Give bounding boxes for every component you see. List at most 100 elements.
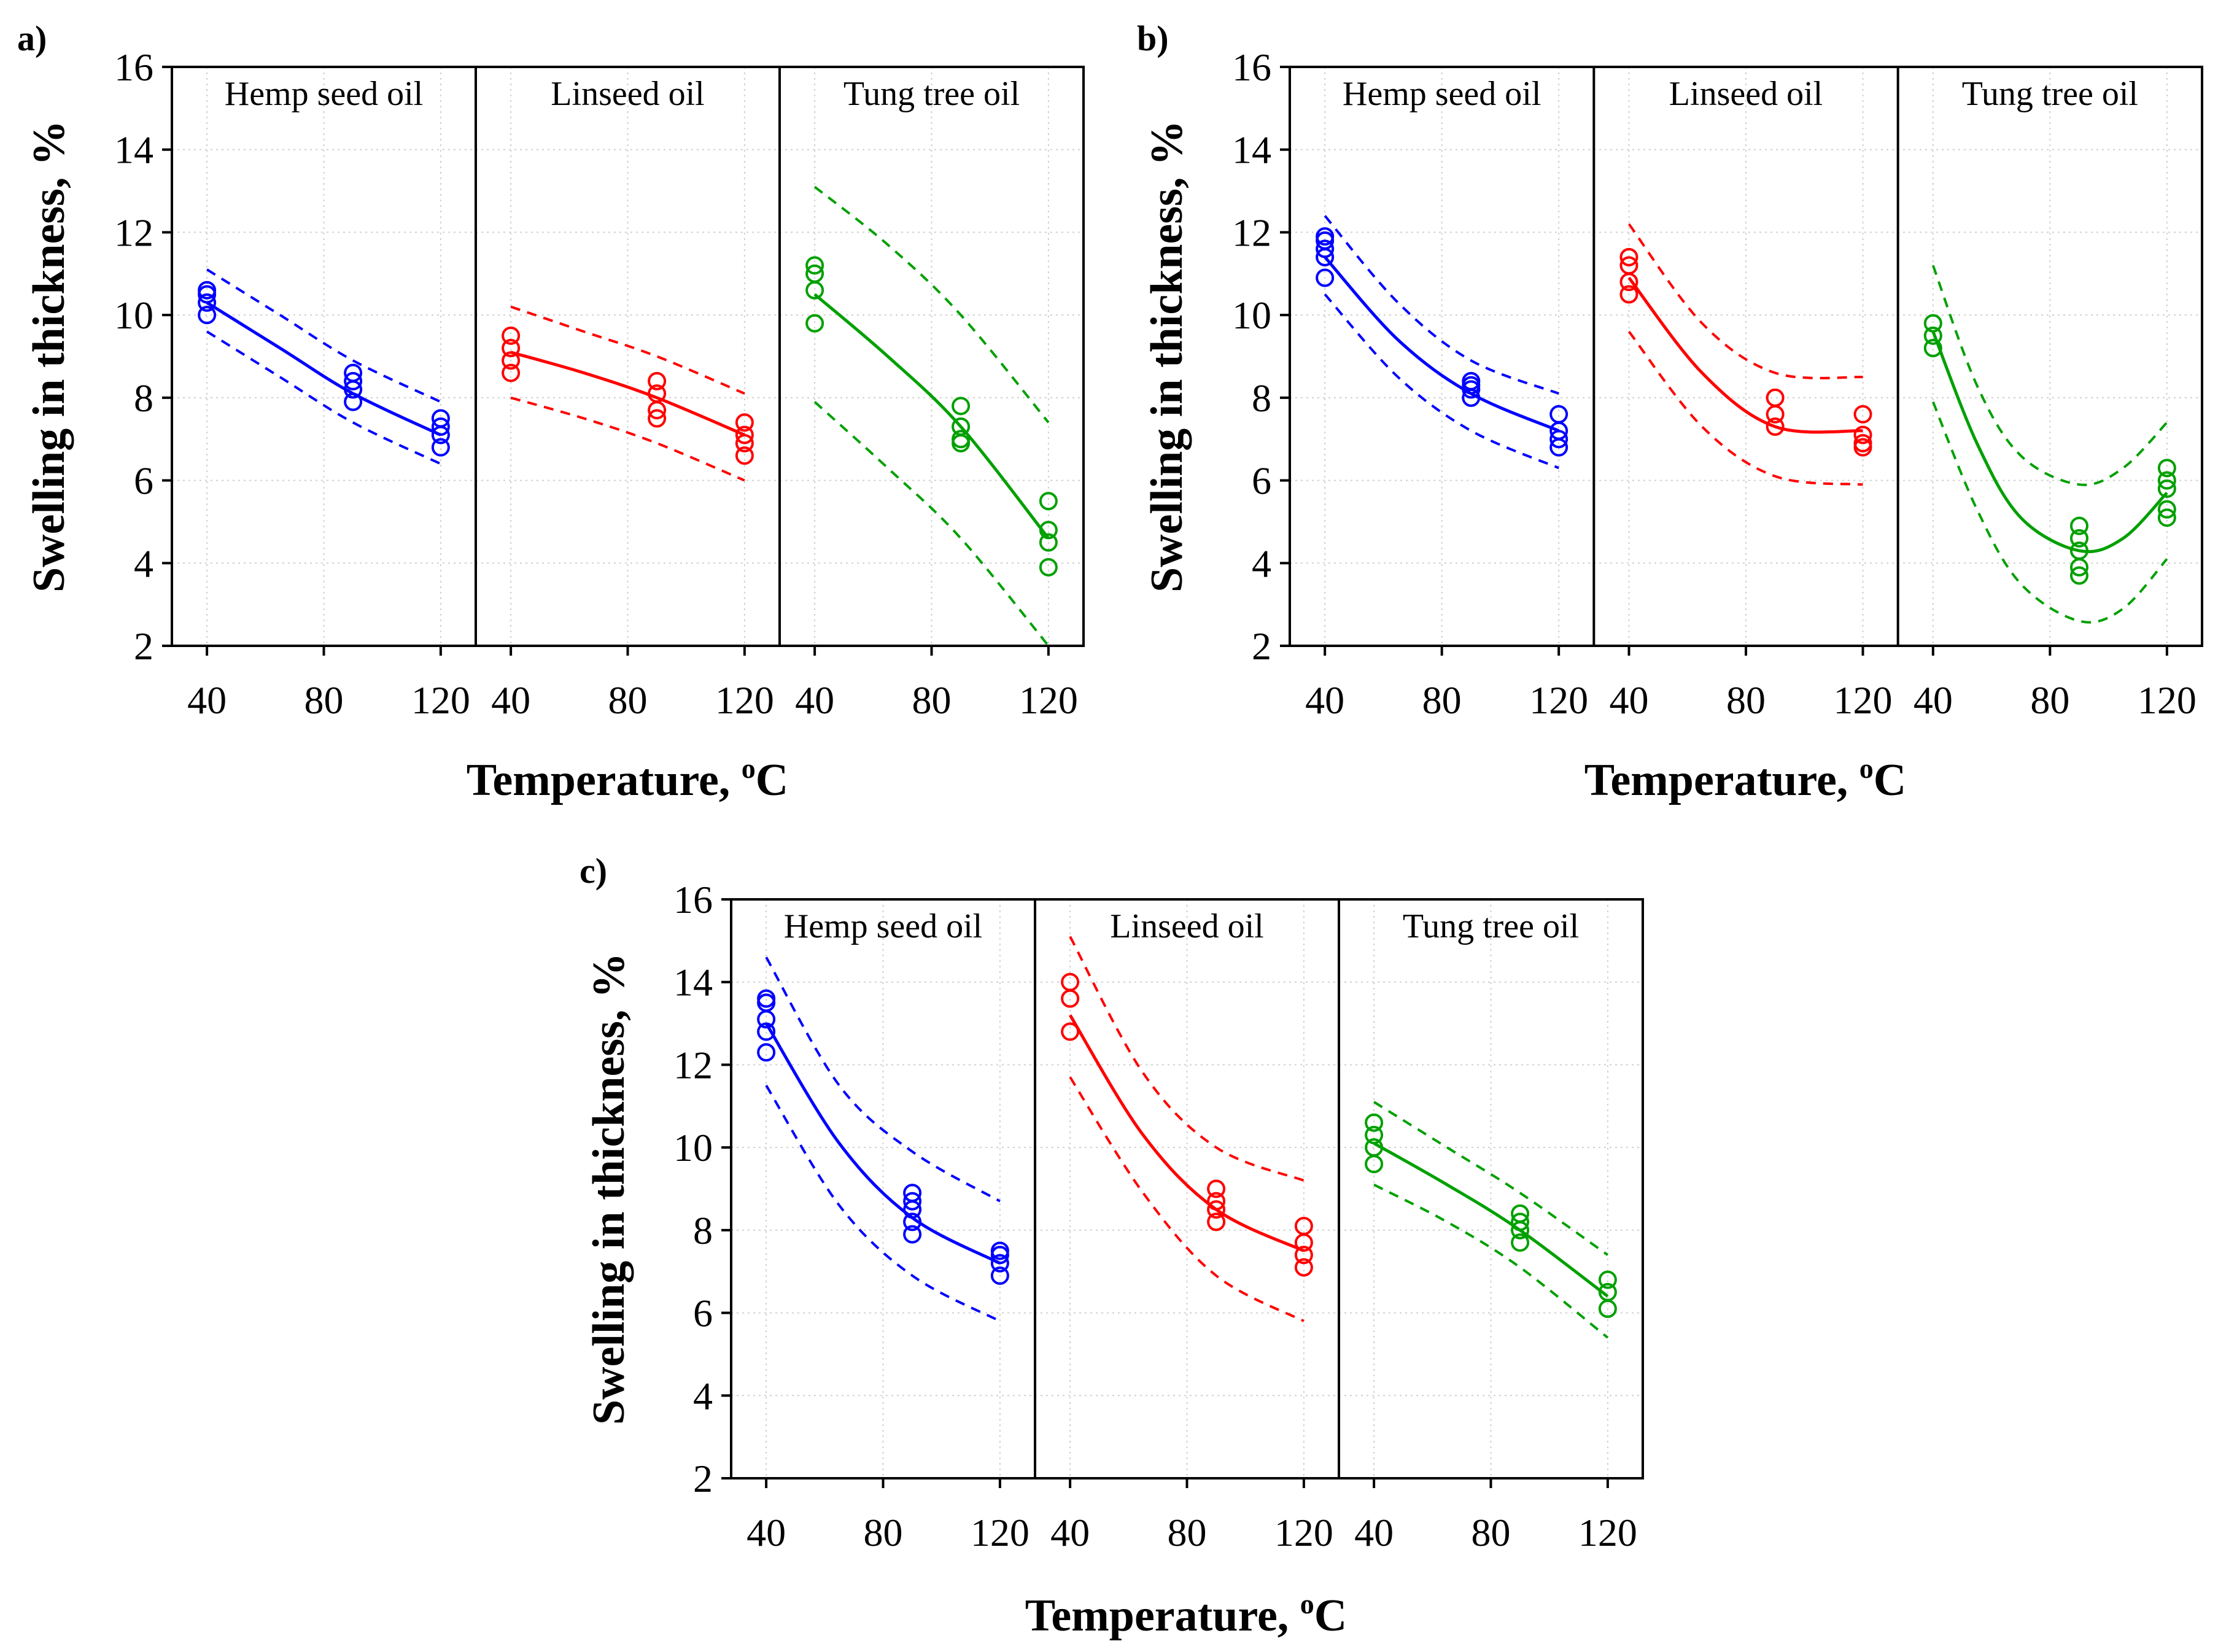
data-point bbox=[805, 256, 824, 275]
data-point bbox=[1549, 405, 1568, 424]
data-point bbox=[2157, 479, 2176, 498]
confidence-band-upper bbox=[206, 268, 441, 403]
data-point bbox=[1549, 430, 1568, 449]
facet-title: Linseed oil bbox=[1669, 75, 1823, 113]
data-point bbox=[1766, 417, 1785, 436]
x-tick-label: 80 bbox=[1726, 678, 1766, 722]
facet-tung-tree-oil: Tung tree oil 40 80 120 bbox=[1914, 75, 2197, 722]
fit-line bbox=[764, 1022, 1001, 1265]
data-point bbox=[1619, 247, 1638, 266]
x-tick-label: 40 bbox=[1609, 678, 1648, 722]
facet-title: Tung tree oil bbox=[1962, 75, 2138, 113]
data-point bbox=[1511, 1220, 1530, 1239]
y-axis-title: Swelling in thickness, % bbox=[24, 120, 74, 592]
data-point bbox=[735, 413, 754, 432]
data-point bbox=[952, 433, 971, 452]
data-point bbox=[1549, 438, 1568, 457]
data-point bbox=[1316, 239, 1335, 258]
data-point bbox=[1766, 405, 1785, 424]
facet-hemp-seed-oil: Hemp seed oil 40 80 120 bbox=[746, 907, 1030, 1554]
facet-title: Hemp seed oil bbox=[225, 75, 423, 113]
data-point bbox=[344, 371, 363, 390]
data-point bbox=[502, 339, 521, 358]
data-point bbox=[1923, 339, 1942, 358]
fit-line bbox=[1931, 331, 2168, 554]
fit-line bbox=[1627, 276, 1863, 434]
x-tick-label: 40 bbox=[1914, 678, 1953, 722]
data-point bbox=[1207, 1200, 1226, 1219]
confidence-band-lower bbox=[813, 401, 1050, 647]
facet-linseed-oil: Linseed oil 40 80 120 bbox=[1609, 75, 1892, 722]
confidence-band-lower bbox=[206, 330, 441, 465]
data-point bbox=[757, 1043, 776, 1062]
confidence-band-upper bbox=[1373, 1101, 1609, 1256]
y-tick-label: 16 bbox=[1232, 45, 1271, 89]
x-tick-label: 120 bbox=[1019, 678, 1078, 722]
data-point bbox=[990, 1254, 1009, 1273]
y-tick-label: 2 bbox=[693, 1457, 713, 1500]
data-point bbox=[952, 397, 971, 416]
data-point bbox=[1294, 1246, 1313, 1265]
facet-tung-tree-oil: Tung tree oil 40 80 120 bbox=[1354, 907, 1637, 1554]
x-tick-label: 40 bbox=[1354, 1511, 1394, 1554]
y-tick-label: 4 bbox=[1252, 541, 1271, 585]
data-point bbox=[648, 371, 667, 390]
y-tick-label: 6 bbox=[1252, 459, 1271, 503]
confidence-band-lower bbox=[510, 396, 745, 482]
data-point bbox=[648, 409, 667, 428]
data-point bbox=[1207, 1212, 1226, 1231]
x-tick-label: 80 bbox=[912, 678, 952, 722]
x-tick-label: 120 bbox=[971, 1511, 1030, 1554]
y-tick-label: 10 bbox=[1232, 293, 1271, 337]
data-point bbox=[805, 281, 824, 300]
y-tick-label: 6 bbox=[693, 1292, 713, 1335]
data-point bbox=[903, 1212, 922, 1231]
data-point bbox=[1294, 1258, 1313, 1277]
y-tick-label: 16 bbox=[673, 878, 713, 921]
facet-linseed-oil: Linseed oil 40 80 120 bbox=[491, 75, 774, 722]
facet-linseed-oil: Linseed oil 40 80 120 bbox=[1050, 907, 1333, 1554]
confidence-band-upper bbox=[813, 185, 1050, 424]
confidence-band-upper bbox=[765, 956, 1001, 1203]
facet-title: Linseed oil bbox=[1110, 907, 1263, 945]
y-tick-label: 2 bbox=[1252, 624, 1271, 668]
facet-title: Linseed oil bbox=[551, 75, 704, 113]
data-point bbox=[1462, 388, 1481, 407]
fit-line bbox=[206, 301, 441, 436]
x-tick-label: 40 bbox=[1305, 678, 1344, 722]
y-tick-label: 14 bbox=[673, 961, 713, 1004]
x-tick-label: 80 bbox=[2030, 678, 2069, 722]
panel-label: a) bbox=[17, 18, 47, 58]
x-axis-title: Temperature, oC bbox=[1584, 753, 1907, 805]
y-tick-label: 4 bbox=[134, 541, 153, 585]
data-point bbox=[1061, 989, 1080, 1008]
y-tick-label: 6 bbox=[134, 459, 153, 503]
data-point bbox=[1923, 314, 1942, 333]
data-point bbox=[1365, 1125, 1384, 1144]
fit-line bbox=[813, 293, 1050, 540]
y-tick-label: 14 bbox=[114, 128, 153, 172]
data-point bbox=[1365, 1155, 1384, 1174]
data-point bbox=[1039, 533, 1058, 552]
facet-tung-tree-oil: Tung tree oil 40 80 120 bbox=[795, 75, 1078, 722]
data-point bbox=[903, 1200, 922, 1219]
data-point bbox=[1316, 247, 1335, 266]
data-point bbox=[198, 293, 217, 312]
y-tick-label: 12 bbox=[673, 1043, 713, 1087]
data-point bbox=[1207, 1179, 1226, 1198]
x-tick-label: 80 bbox=[304, 678, 344, 722]
data-point bbox=[2157, 459, 2176, 478]
data-point bbox=[1039, 492, 1058, 511]
data-point bbox=[198, 306, 217, 325]
data-point bbox=[1853, 438, 1872, 457]
data-point bbox=[648, 401, 667, 420]
data-point bbox=[757, 1022, 776, 1041]
data-point bbox=[2157, 508, 2176, 527]
x-tick-label: 40 bbox=[746, 1511, 786, 1554]
confidence-band-upper bbox=[1324, 215, 1559, 395]
data-point bbox=[735, 433, 754, 452]
x-tick-label: 80 bbox=[1472, 1511, 1511, 1554]
data-point bbox=[1511, 1212, 1530, 1231]
